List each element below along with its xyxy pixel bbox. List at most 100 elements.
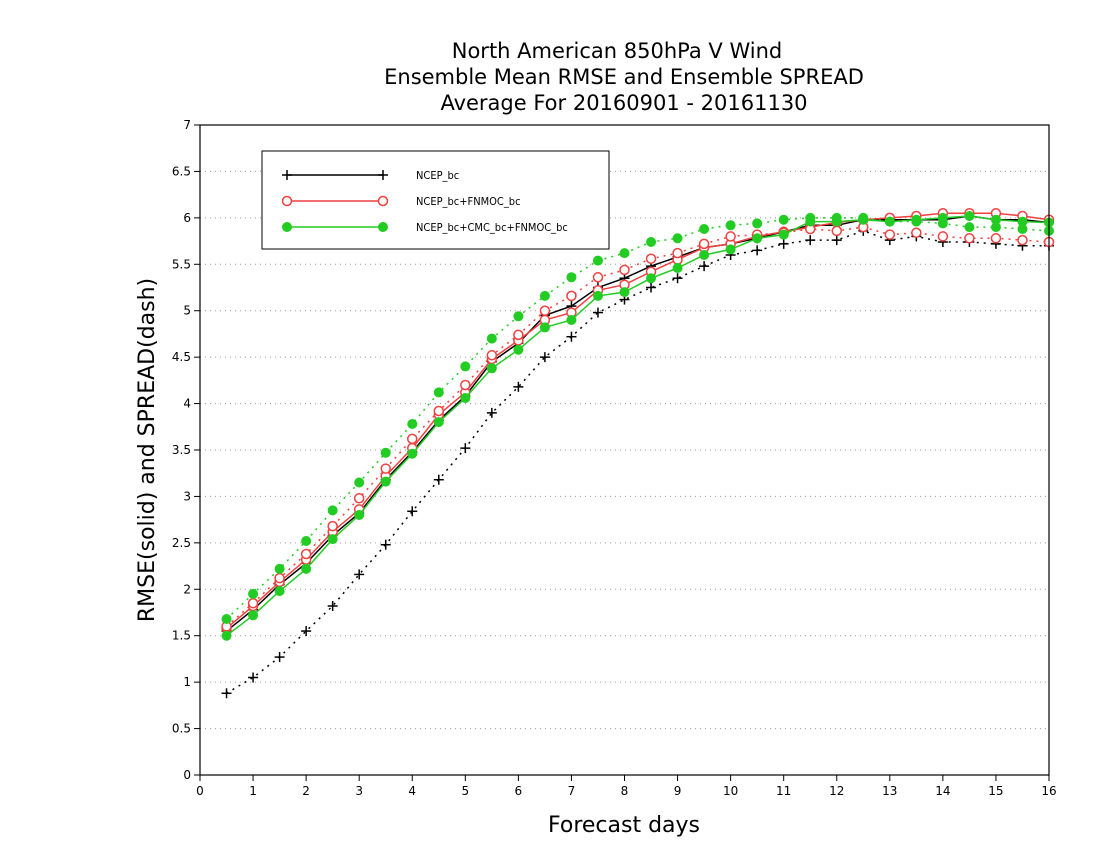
rmse-point [460,393,471,403]
spread-line [226,230,1049,694]
spread-line [225,217,1050,620]
legend-marker [377,195,389,207]
spread-point [248,672,259,683]
spread-point [884,216,895,227]
spread-point [805,212,816,223]
spread-point [752,245,763,256]
y-tick-label: 7 [183,118,191,132]
spread-point [513,311,524,322]
rmse-point [380,476,391,487]
spread-point [539,352,550,363]
spread-point [831,225,842,237]
rmse-point [778,229,789,240]
spread-point [778,214,789,225]
spread-point [301,626,312,637]
spread-point [619,248,630,259]
spread-point [725,220,736,231]
x-tick-label: 0 [196,784,204,798]
rmse-point [407,448,418,459]
spread-point [274,563,285,574]
legend-marker [378,222,388,232]
spread-point [778,238,789,249]
rmse-point [964,211,975,221]
spread-point [566,272,577,283]
rmse-point [752,233,763,244]
rmse-point [725,244,736,255]
x-tick-label: 9 [674,784,682,798]
rmse-point [592,290,603,301]
y-tick-label: 5 [183,304,191,318]
x-tick-label: 1 [249,784,257,798]
spread-point [380,447,391,458]
spread-point [407,433,418,445]
spread-point [433,387,444,398]
y-tick-label: 4 [183,397,191,411]
spread-point [221,688,232,699]
spread-point [725,231,736,242]
x-tick-label: 4 [408,784,416,798]
y-tick-label: 6 [183,211,191,225]
spread-point [539,290,550,301]
rmse-point [301,563,312,574]
x-axis-title: Forecast days [548,813,700,838]
spread-point [274,652,285,663]
spread-point [672,233,683,244]
x-tick-label: 2 [302,784,310,798]
spread-point [486,333,497,344]
legend-marker [282,170,292,180]
rmse-point [513,344,524,355]
x-tick-label: 11 [776,784,791,798]
spread-point [698,238,710,250]
spread-point [380,463,391,474]
spread-point [513,381,524,392]
spread-point [327,601,338,611]
legend-marker [282,222,292,232]
y-tick-label: 2 [183,582,191,596]
chart-title: North American 850hPa V Wind Ensemble Me… [384,39,864,115]
rmse-point [221,630,232,641]
spread-point [513,329,524,341]
spread-point [937,218,948,229]
spread-point [990,233,1002,244]
spread-point [1017,234,1028,246]
x-tick-label: 16 [1041,784,1056,798]
rmse-point [672,263,683,273]
x-tick-label: 15 [988,784,1003,798]
rmse-point [646,273,657,284]
spread-point [274,572,285,584]
legend: NCEP_bc NCEP_bc+FNMOC_bc NCEP_bc+CMC_bc+FN… [261,150,610,250]
spread-point [1017,224,1028,234]
rmse-point [433,417,444,428]
rmse-point [619,287,630,298]
spread-point [486,350,498,361]
spread-point [301,536,312,546]
spread-point [805,235,816,246]
spread-point [460,379,471,391]
y-tick-label: 2.5 [172,536,191,550]
spread-point [247,597,259,609]
x-tick-label: 12 [829,784,844,798]
rmse-point [354,510,365,520]
spread-point [964,222,975,233]
legend-label: NCEP_bc+CMC_bc+FNMOC_bc [416,221,568,234]
y-tick-label: 4.5 [172,350,191,364]
spread-point [831,212,842,223]
spread-point [221,614,232,624]
y-tick-label: 1.5 [172,629,191,643]
x-tick-label: 6 [515,784,523,798]
spread-point [911,216,922,227]
spread-point [327,505,338,516]
legend-box [261,150,610,250]
spread-point [248,588,259,599]
x-tick-label: 7 [568,784,576,798]
rmse-point [699,250,710,260]
spread-point [539,305,551,316]
x-tick-label: 13 [882,784,897,798]
spread-point [964,233,975,244]
title-line-3: Average For 20160901 - 20161130 [440,91,807,115]
spread-point [354,569,365,580]
spread-point [433,405,445,417]
legend-label: NCEP_bc+FNMOC_bc [416,195,521,208]
spread-point [327,520,338,532]
x-tick-label: 5 [461,784,469,798]
